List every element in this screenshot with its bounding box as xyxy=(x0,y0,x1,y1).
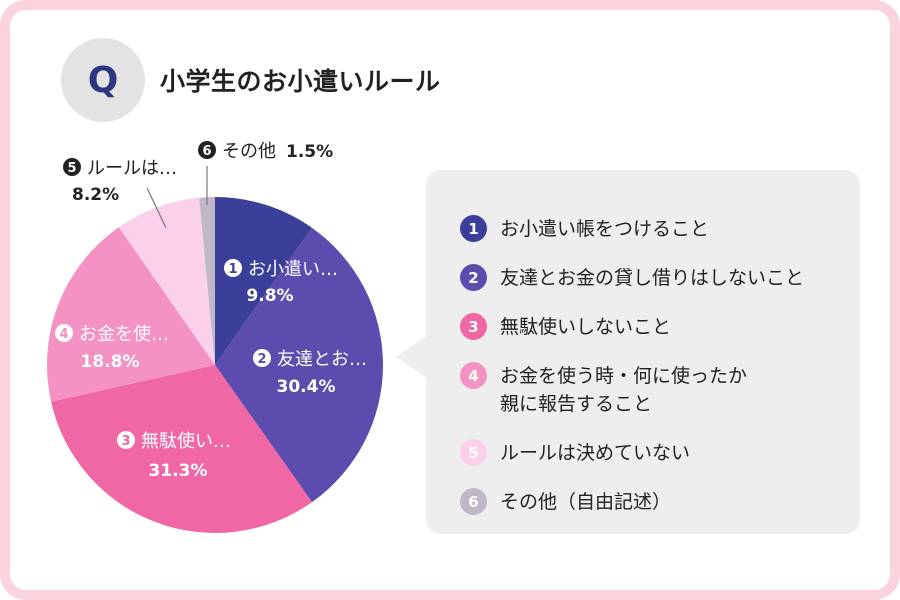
pie-slice-5 xyxy=(118,197,215,365)
legend-item-2: 2 友達とお金の貸し借りはしないこと xyxy=(460,264,850,292)
slice-number: 6 xyxy=(202,144,211,159)
legend-label: ルールは決めていない xyxy=(500,442,691,464)
legend-number-badge: 5 xyxy=(460,439,487,466)
slice-name: ルールは… xyxy=(87,158,177,179)
slice-value: 8.2% xyxy=(72,185,119,205)
legend-number-badge: 2 xyxy=(460,264,487,291)
legend-item-4: 4 お金を使う時・何に使ったか 親に報告すること xyxy=(460,362,850,418)
slice-label-3: 3 無駄使い… 31.3% xyxy=(117,431,231,481)
legend-item-1: 1 お小遣い帳をつけること xyxy=(460,215,850,243)
slice-name: 友達とお… xyxy=(277,349,367,370)
slice-number-badge xyxy=(117,431,135,449)
legend-label: お小遣い帳をつけること xyxy=(500,218,710,240)
slice-number: 5 xyxy=(67,161,76,176)
pie-slice-2 xyxy=(215,227,383,503)
leader-line xyxy=(146,187,167,229)
slice-value: 1.5% xyxy=(286,142,333,162)
legend-panel xyxy=(426,170,860,534)
legend-number-badge: 1 xyxy=(460,215,487,242)
legend-number-badge: 3 xyxy=(460,313,487,340)
chart-title: 小学生のお小遣いルール xyxy=(160,67,441,96)
slice-name: その他 xyxy=(222,141,276,162)
legend-label: お金を使う時・何に使ったか 親に報告すること xyxy=(500,365,748,415)
slice-value: 9.8% xyxy=(246,286,293,306)
slice-number: 4 xyxy=(59,327,68,342)
slice-name: お小遣い… xyxy=(248,259,338,280)
slice-number: 3 xyxy=(121,434,130,449)
legend-number-badge: 4 xyxy=(460,362,487,389)
slice-label-5: 5 ルールは… 8.2% xyxy=(63,158,177,229)
slice-label-4: 4 お金を使… 18.8% xyxy=(55,324,169,372)
slice-number: 1 xyxy=(228,262,237,277)
slice-value: 18.8% xyxy=(81,352,140,372)
legend-item-3: 3 無駄使いしないこと xyxy=(460,313,850,341)
slice-name: お金を使… xyxy=(79,324,169,345)
slice-label-6: 6 その他 1.5% xyxy=(198,141,333,205)
legend-item-5: 5 ルールは決めていない xyxy=(460,439,850,467)
legend-item-6: 6 その他（自由記述） xyxy=(460,488,850,516)
legend-pointer xyxy=(396,336,426,378)
question-badge: Q xyxy=(61,38,145,122)
pie-slice-4 xyxy=(46,227,215,402)
pie-slice-1 xyxy=(215,197,313,365)
slice-number: 2 xyxy=(257,352,266,367)
slice-number-badge xyxy=(55,324,73,342)
slice-number-badge xyxy=(198,141,216,159)
pie-slice-3 xyxy=(51,365,313,534)
legend-label: 友達とお金の貸し借りはしないこと xyxy=(500,267,805,289)
legend-list: 1 お小遣い帳をつけること 2 友達とお金の貸し借りはしないこと 3 無駄使いしないこと 4… xyxy=(460,215,850,537)
slice-number-badge xyxy=(224,259,242,277)
legend-label: その他（自由記述） xyxy=(500,491,672,513)
slice-value: 30.4% xyxy=(277,377,336,397)
pie-slice-6 xyxy=(199,197,215,365)
slice-number-badge xyxy=(63,158,81,176)
slice-number-badge xyxy=(253,349,271,367)
slice-name: 無駄使い… xyxy=(141,431,231,452)
legend-number-badge: 6 xyxy=(460,488,487,515)
slice-label-1: 1 お小遣い… 9.8% xyxy=(224,259,338,306)
legend-label: 無駄使いしないこと xyxy=(500,316,672,338)
slice-label-2: 2 友達とお… 30.4% xyxy=(253,349,367,397)
slice-value: 31.3% xyxy=(149,461,208,481)
